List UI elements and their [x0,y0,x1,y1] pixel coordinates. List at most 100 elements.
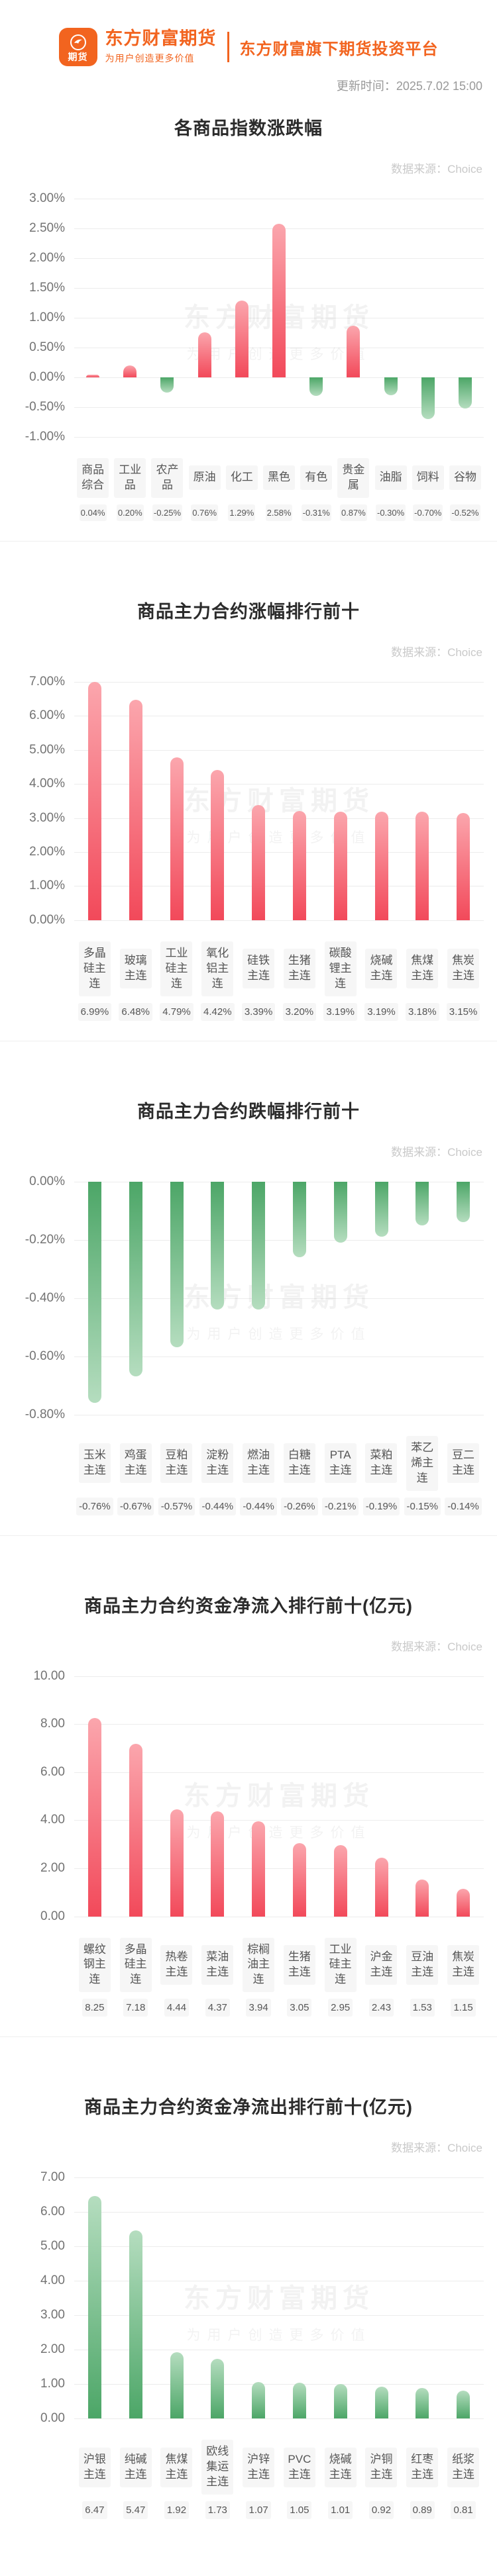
value-cell: 0.04% [74,504,111,521]
value-cell: 3.39% [238,1002,279,1021]
category-label: 豆粕主连 [160,1443,193,1484]
value-label: 0.92 [368,2501,394,2520]
category-label-text: 碳酸锂主连 [329,946,352,990]
category-cell: 纯碱主连 [115,2447,156,2487]
category-cell: 鸡蛋主连 [115,1443,156,1484]
value-cell: 1.05 [279,2501,320,2520]
bar [457,2391,470,2419]
watermark: 东方财富期货为用户创造更多价值 [184,2277,374,2344]
bar [333,1181,347,1243]
gridline [74,1676,484,1677]
value-cell: -0.26% [279,1497,320,1515]
y-axis-tick-label: 2.00 [40,1860,65,1875]
bar [129,1743,142,1917]
bar [129,1181,142,1377]
value-cell: 4.42% [197,1002,238,1021]
category-label: 商品综合 [77,458,109,498]
value-label: 3.19% [323,1002,357,1021]
value-cell: 5.47 [115,2501,156,2520]
value-label-row: -0.76% -0.67% -0.57% -0.44% -0.44% -0.26% -0.2… [74,1497,484,1515]
value-cell: 2.95 [320,1999,361,2017]
data-source-note: 数据来源：Choice [391,1640,482,1653]
value-label: 4.79% [160,1002,193,1021]
gridline [74,1724,484,1725]
value-label: -0.76% [76,1497,113,1515]
y-axis-tick-label: 0.00% [29,912,65,927]
chart-title: 各商品指数涨跌幅 [174,119,323,138]
bar-chart-plot: 0.00% -0.20% -0.40% -0.60% -0.80% 东方财富期货 为用户创造… [25,1174,484,1421]
value-label: 0.89 [410,2501,435,2520]
bar [211,769,225,920]
bar [211,1811,225,1917]
value-label: 3.39% [241,1002,276,1021]
value-label: -0.70% [413,504,443,521]
y-axis-tick-label: 1.50% [29,281,65,295]
value-label: 4.42% [201,1002,235,1021]
value-cell: 2.43 [361,1999,402,2017]
category-cell: 棕榈油主连 [238,1937,279,1993]
value-cell: 1.92 [156,2501,197,2520]
category-cell: 工业品 [111,458,148,498]
bar [333,2383,347,2419]
category-cell: 多晶硅主连 [115,1937,156,1993]
category-label: 纯碱主连 [119,2447,152,2487]
value-label: -0.44% [240,1497,277,1515]
category-cell: 沪金主连 [361,1944,402,1985]
category-label-text: 豆油主连 [411,1950,434,1978]
chart-title: 商品主力合约跌幅排行前十 [137,1101,360,1121]
category-cell: 白糖主连 [279,1443,320,1484]
app-logo-icon: 期货 [58,28,97,66]
value-label: 6.48% [119,1002,152,1021]
bar [415,1181,429,1225]
value-cell: 3.15% [443,1002,484,1021]
section-divider [0,1535,497,1536]
category-cell: 热卷主连 [156,1944,197,1985]
category-label: 硅铁主连 [243,949,275,989]
value-cell: 4.79% [156,1002,197,1021]
category-cell: 硅铁主连 [238,949,279,989]
y-axis-tick-label: 3.00% [29,191,65,205]
category-label-text: 沪银主连 [83,2452,106,2481]
gridline [74,377,484,378]
value-label: 3.18% [406,1002,439,1021]
category-cell: 豆油主连 [402,1944,443,1985]
category-label: 欧线集运主连 [201,2440,234,2495]
category-cell: 工业硅主连 [320,1937,361,1993]
bar [415,812,429,920]
category-cell: 油脂 [372,465,410,491]
category-label-text: PVC主连 [288,2452,311,2481]
category-label: 燃油主连 [243,1443,275,1484]
bar [87,682,101,920]
category-label-text: 菜油主连 [206,1950,229,1978]
category-label-text: 黑色 [268,471,291,484]
value-cell: -0.21% [320,1497,361,1515]
watermark-line-2: 为用户创造更多价值 [186,2327,372,2343]
category-label-row: 螺纹钢主连 多晶硅主连 热卷主连 菜油主连 棕榈油主连 生猪主连 工业硅主连 沪金主连 豆油主连… [74,1937,484,1993]
category-cell: 多晶硅主连 [74,941,115,996]
category-label: 原油 [188,465,221,491]
value-label: -0.30% [375,504,406,521]
bar [415,1879,429,1917]
value-label: -0.52% [450,504,480,521]
category-label: 螺纹钢主连 [78,1937,111,1993]
category-label-row: 商品综合 工业品 农产品 原油 化工 黑色 有色 贵金属 油脂 饲料 谷物 [74,458,484,498]
y-axis-tick-label: 1.00 [40,2377,65,2391]
category-label: 红枣主连 [406,2447,439,2487]
category-label-text: 氧化铝主连 [206,946,229,990]
category-label: 豆二主连 [447,1443,480,1484]
category-label: 烧碱主连 [365,949,398,989]
data-source-note: 数据来源：Choice [391,1145,482,1159]
y-axis-tick-label: 8.00 [40,1717,65,1731]
value-label: -0.25% [152,504,183,521]
value-cell: 3.18% [402,1002,443,1021]
bar-chart-plot: 7.00 6.00 5.00 4.00 3.00 2.00 1.00 0.00 东方财富期货 为用… [40,2170,484,2425]
category-cell: 生猪主连 [279,1944,320,1985]
value-cell: 0.81 [443,2501,484,2520]
y-axis-tick-label: 0.00% [29,370,65,384]
y-axis-tick-label: 2.00% [29,251,65,265]
value-label: 3.05 [287,1999,312,2017]
category-cell: 豆二主连 [443,1443,484,1484]
category-cell: 黑色 [260,465,298,491]
bar [374,1181,388,1237]
category-cell: 有色 [298,465,335,491]
